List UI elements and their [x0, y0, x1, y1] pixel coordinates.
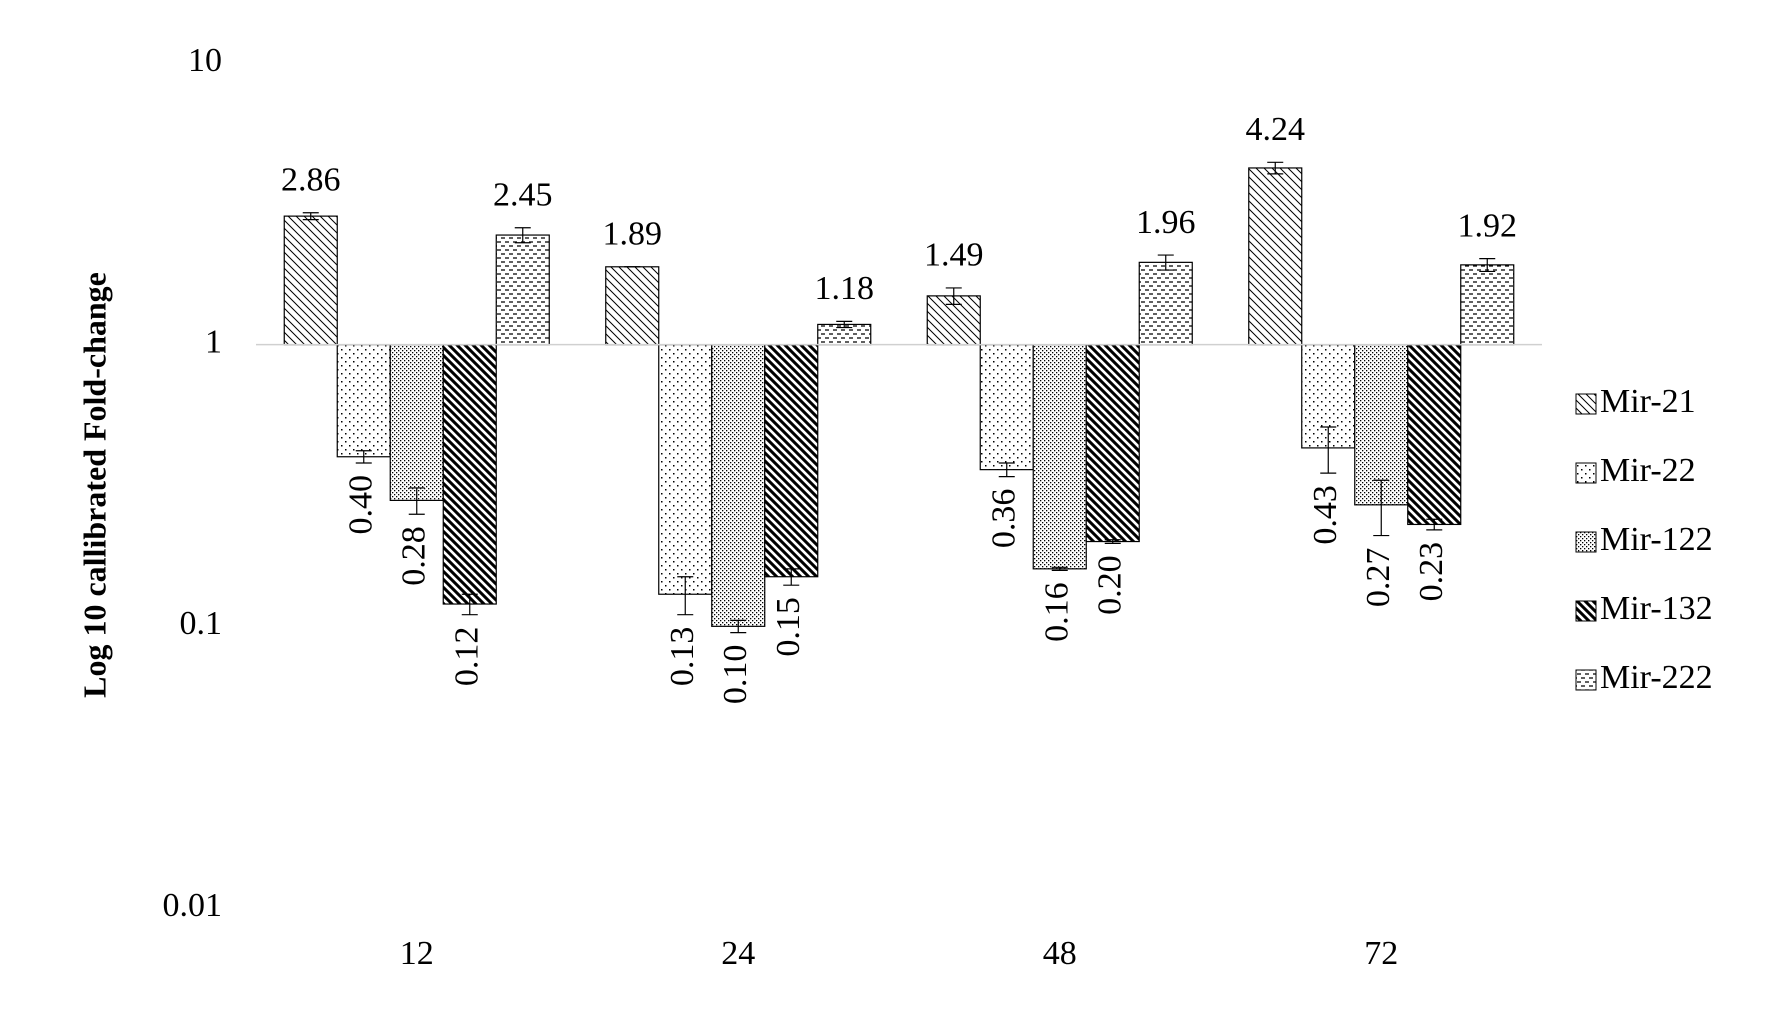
error-bar [836, 320, 853, 329]
y-tick-label: 1 [205, 323, 222, 360]
data-label: 1.89 [603, 216, 663, 253]
legend-label: Mir-22 [1600, 452, 1696, 489]
legend-swatch [1575, 462, 1597, 484]
bar [1460, 264, 1515, 346]
error-bar [1104, 539, 1121, 544]
error-bar [1479, 258, 1496, 273]
data-label: 0.36 [986, 489, 1023, 548]
bar [764, 344, 819, 578]
bar [389, 344, 444, 501]
legend-swatch [1575, 531, 1597, 553]
x-tick-label: 48 [1043, 935, 1077, 972]
error-bar [1051, 566, 1068, 571]
error-bar [1426, 518, 1443, 531]
error-bar [1320, 426, 1337, 474]
data-label: 1.49 [924, 237, 984, 274]
bar [1085, 344, 1140, 543]
error-bar [998, 462, 1015, 478]
y-tick-label: 10 [188, 42, 222, 79]
bar [495, 234, 550, 346]
error-bar [1157, 254, 1174, 271]
bar [1032, 344, 1087, 570]
data-label: 0.40 [343, 475, 380, 534]
y-axis-title: Log 10 callibrated Fold-change [76, 272, 112, 698]
y-tick-label: 0.01 [163, 887, 223, 924]
bar [442, 344, 497, 605]
bar [1354, 344, 1409, 506]
data-label: 2.86 [281, 162, 341, 199]
bar [1138, 261, 1193, 346]
data-label: 1.92 [1458, 207, 1518, 244]
error-bar [730, 619, 747, 634]
error-bar [1373, 479, 1390, 537]
data-label: 0.13 [664, 627, 701, 687]
data-label: 1.18 [815, 270, 875, 307]
data-label: 0.15 [770, 597, 807, 657]
bar [1407, 344, 1462, 526]
x-tick-label: 12 [400, 935, 434, 972]
error-bar [302, 212, 319, 221]
error-bar [783, 568, 800, 586]
error-bar [1267, 161, 1284, 175]
bar [605, 266, 660, 346]
x-tick-label: 24 [721, 935, 755, 972]
legend-label: Mir-21 [1600, 383, 1696, 420]
legend-swatch [1575, 393, 1597, 415]
data-label: 1.96 [1136, 204, 1196, 241]
legend-swatch [1575, 600, 1597, 622]
error-bar [355, 450, 372, 464]
bar [711, 344, 766, 627]
data-label: 0.27 [1360, 548, 1397, 608]
bar [658, 344, 713, 595]
data-label: 0.16 [1039, 582, 1076, 642]
bar [979, 344, 1034, 471]
x-tick-label: 72 [1364, 935, 1398, 972]
y-tick-label: 0.1 [180, 605, 223, 642]
data-label: 4.24 [1246, 111, 1306, 148]
data-label: 0.23 [1413, 542, 1450, 602]
data-label: 0.12 [449, 627, 486, 687]
legend-label: Mir-122 [1600, 521, 1713, 558]
bar [336, 344, 391, 458]
error-bar [945, 287, 962, 305]
data-label: 0.20 [1092, 555, 1129, 615]
legend-label: Mir-132 [1600, 590, 1713, 627]
error-bar [514, 227, 531, 244]
data-label: 2.45 [493, 177, 553, 214]
error-bar [408, 487, 425, 515]
error-bar [677, 576, 694, 616]
data-label: 0.28 [396, 526, 433, 586]
error-bar [461, 593, 478, 616]
data-label: 0.10 [717, 645, 754, 705]
legend-swatch [1575, 669, 1597, 691]
bar [283, 215, 338, 346]
bar [1248, 167, 1303, 346]
legend-label: Mir-222 [1600, 659, 1713, 696]
data-label: 0.43 [1307, 485, 1344, 545]
